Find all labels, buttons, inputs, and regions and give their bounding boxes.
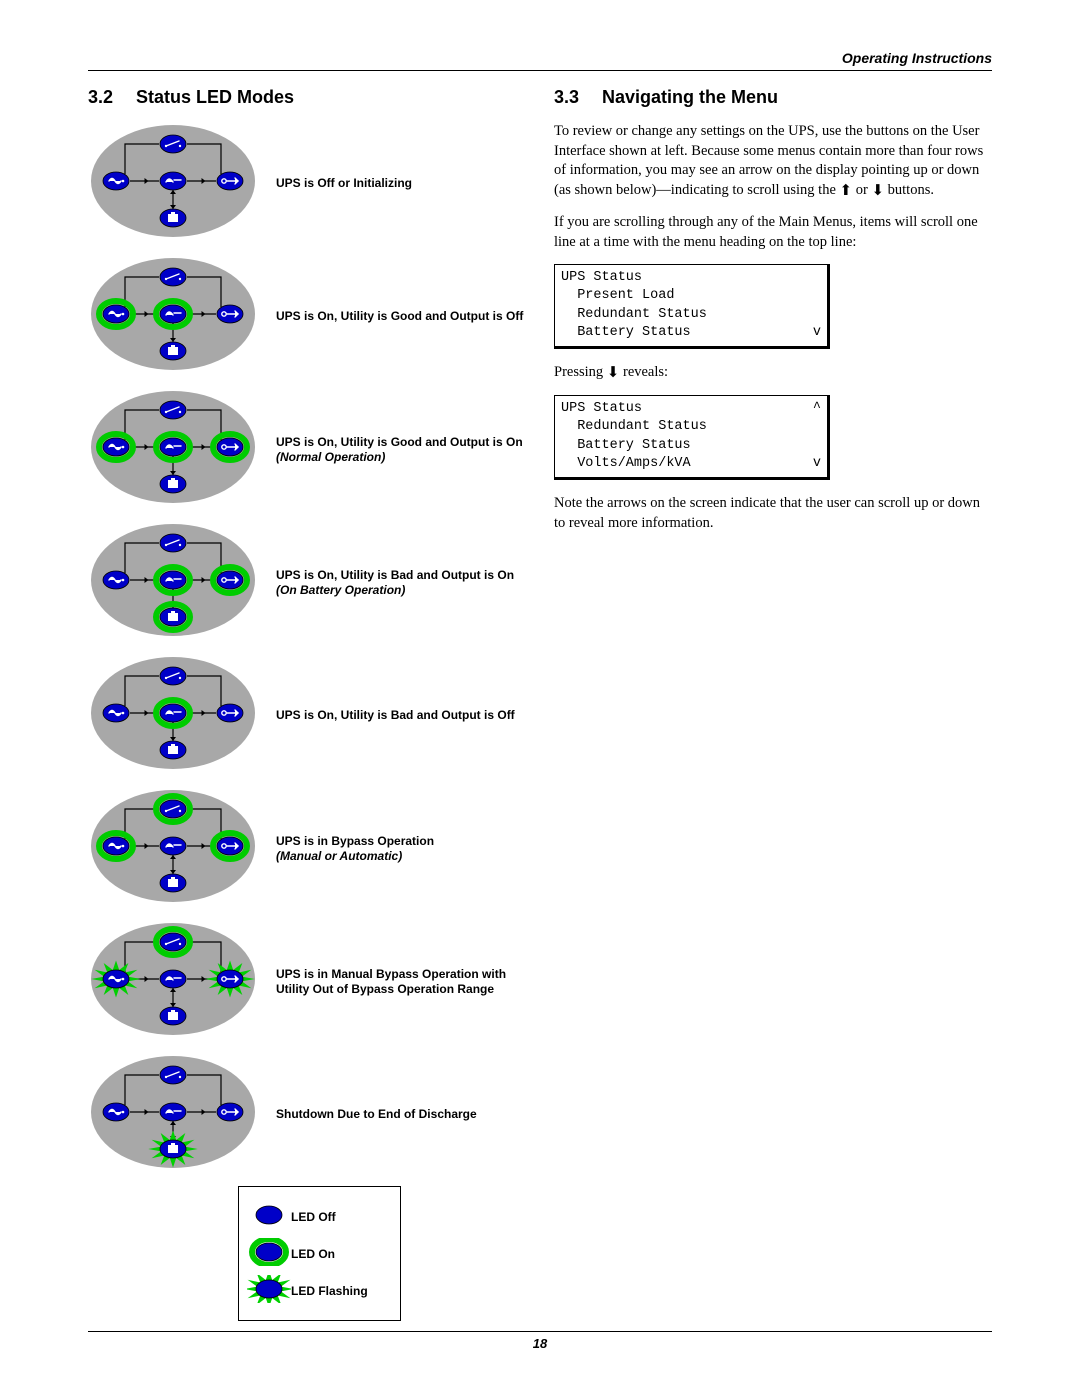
led-panel-diagram [88,654,268,777]
down-arrow-icon: ⬇ [871,183,884,199]
lcd-display-2: UPS Status^ Redundant Status Battery Sta… [554,395,830,480]
legend-row-on: LED On [247,1238,392,1269]
led-panel-diagram [88,920,268,1043]
led-panel-diagram [88,787,268,910]
led-mode-row: UPS is On, Utility is Bad and Output is … [88,654,526,777]
led-panel-diagram [88,122,268,245]
scroll-up-indicator: ^ [813,400,821,418]
led-mode-row: UPS is On, Utility is Bad and Output is … [88,521,526,644]
led-mode-label: UPS is On, Utility is Bad and Output is … [268,708,515,723]
right-column: 3.3Navigating the Menu To review or chan… [554,87,992,1321]
led-mode-label: UPS is On, Utility is Good and Output is… [268,309,523,324]
led-mode-row: UPS is in Bypass Operation(Manual or Aut… [88,787,526,910]
led-mode-label: Shutdown Due to End of Discharge [268,1107,477,1122]
led-mode-sublabel: (Normal Operation) [276,450,523,465]
paragraph-4: Note the arrows on the screen indicate t… [554,494,992,533]
legend-icon-flash [247,1275,291,1306]
section-3-2-heading: 3.2Status LED Modes [88,87,526,108]
lcd-display-1: UPS Status Present Load Redundant Status… [554,264,830,349]
led-panel-diagram [88,521,268,644]
page-footer: 18 [88,1331,992,1351]
legend-icon-off [247,1201,291,1232]
legend-label-on: LED On [291,1247,335,1261]
led-panel-diagram [88,1053,268,1176]
running-header: Operating Instructions [88,50,992,71]
led-mode-row: UPS is in Manual Bypass Operation with U… [88,920,526,1043]
led-mode-sublabel: (On Battery Operation) [276,583,514,598]
paragraph-3: Pressing ⬇ reveals: [554,363,992,383]
paragraph-2: If you are scrolling through any of the … [554,213,992,252]
legend-label-flash: LED Flashing [291,1284,368,1298]
legend-box: LED Off LED On LED Flashing [238,1186,401,1321]
scroll-down-indicator: v [813,455,821,473]
left-column: 3.2Status LED Modes UPS is Off or Initia… [88,87,526,1321]
body-text: To review or change any settings on the … [554,122,992,533]
led-mode-sublabel: (Manual or Automatic) [276,849,434,864]
section-title: Navigating the Menu [602,87,778,107]
led-panel-diagram [88,388,268,511]
legend-row-off: LED Off [247,1201,392,1232]
legend-row-flash: LED Flashing [247,1275,392,1306]
led-mode-list: UPS is Off or Initializing UPS is On, Uti… [88,122,526,1176]
led-mode-label: UPS is Off or Initializing [268,176,412,191]
led-mode-row: Shutdown Due to End of Discharge [88,1053,526,1176]
led-mode-label: UPS is On, Utility is Good and Output is… [268,435,523,465]
section-num: 3.3 [554,87,602,108]
led-mode-row: UPS is Off or Initializing [88,122,526,245]
paragraph-1: To review or change any settings on the … [554,122,992,201]
page-number: 18 [533,1336,547,1351]
led-mode-label: UPS is in Manual Bypass Operation with U… [268,967,526,997]
down-arrow-icon: ⬇ [607,365,620,381]
led-mode-label: UPS is On, Utility is Bad and Output is … [268,568,514,598]
led-mode-row: UPS is On, Utility is Good and Output is… [88,255,526,378]
led-panel-diagram [88,255,268,378]
led-mode-label: UPS is in Bypass Operation(Manual or Aut… [268,834,434,864]
up-arrow-icon: ⬆ [840,183,853,199]
legend-label-off: LED Off [291,1210,336,1224]
section-title: Status LED Modes [136,87,294,107]
legend-icon-on [247,1238,291,1269]
section-3-3-heading: 3.3Navigating the Menu [554,87,992,108]
section-num: 3.2 [88,87,136,108]
led-mode-row: UPS is On, Utility is Good and Output is… [88,388,526,511]
scroll-down-indicator: v [813,324,821,342]
